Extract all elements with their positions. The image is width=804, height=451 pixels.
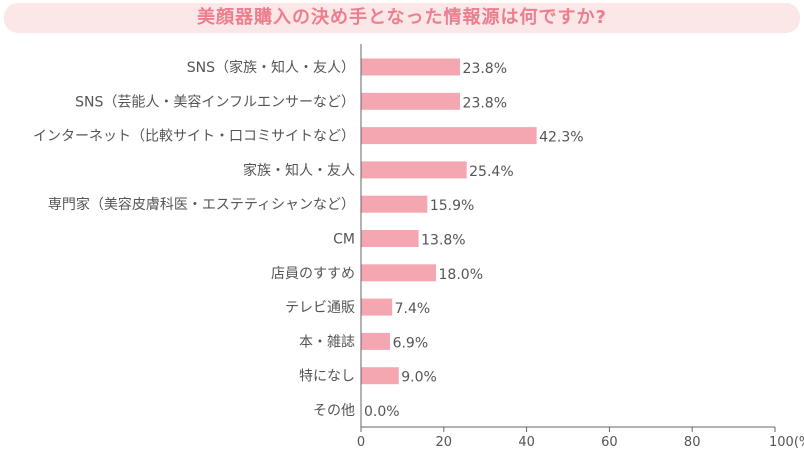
bar bbox=[361, 195, 428, 213]
data-label: 9.0% bbox=[401, 370, 437, 386]
data-label: 23.8% bbox=[463, 61, 507, 77]
data-label: 7.4% bbox=[395, 301, 431, 317]
data-label: 6.9% bbox=[393, 335, 429, 351]
bar bbox=[361, 264, 437, 282]
category-label: CM bbox=[333, 232, 355, 248]
category-label: テレビ通販 bbox=[285, 300, 355, 316]
chart-title: 美顔器購入の決め手となった情報源は何ですか? bbox=[197, 7, 607, 28]
x-tick-label: 20 bbox=[436, 435, 453, 450]
data-label: 13.8% bbox=[421, 233, 465, 249]
data-label: 25.4% bbox=[469, 164, 513, 180]
bar bbox=[361, 230, 419, 247]
category-label: その他 bbox=[313, 403, 355, 419]
bar bbox=[361, 92, 461, 110]
data-label: 18.0% bbox=[439, 267, 483, 283]
data-label: 23.8% bbox=[463, 95, 507, 111]
data-label: 15.9% bbox=[430, 198, 474, 214]
bar bbox=[361, 58, 461, 76]
x-tick-label: 0 bbox=[357, 435, 365, 450]
category-label: SNS（芸能人・美容インフルエンサーなど） bbox=[75, 93, 355, 110]
category-label: 店員のすすめ bbox=[271, 266, 355, 282]
data-label: 0.0% bbox=[364, 404, 400, 420]
category-label: インターネット（比較サイト・口コミサイトなど） bbox=[33, 129, 355, 145]
x-tick-label: 100(%) bbox=[769, 435, 804, 450]
category-label: 特になし bbox=[299, 369, 355, 385]
bar bbox=[361, 161, 467, 179]
title-banner: 美顔器購入の決め手となった情報源は何ですか? bbox=[4, 3, 800, 33]
category-label: 専門家（美容皮膚科医・エステティシャンなど） bbox=[48, 196, 355, 213]
bar bbox=[361, 367, 399, 385]
x-tick-label: 80 bbox=[684, 435, 701, 450]
category-label: 家族・知人・友人 bbox=[243, 162, 355, 179]
category-label: 本・雑誌 bbox=[299, 334, 355, 350]
x-tick-label: 60 bbox=[601, 435, 618, 450]
bar bbox=[361, 298, 393, 316]
bar bbox=[361, 127, 537, 145]
bar bbox=[361, 332, 391, 350]
category-label: SNS（家族・知人・友人） bbox=[187, 59, 355, 76]
data-label: 42.3% bbox=[539, 130, 583, 146]
x-tick-label: 40 bbox=[518, 435, 535, 450]
